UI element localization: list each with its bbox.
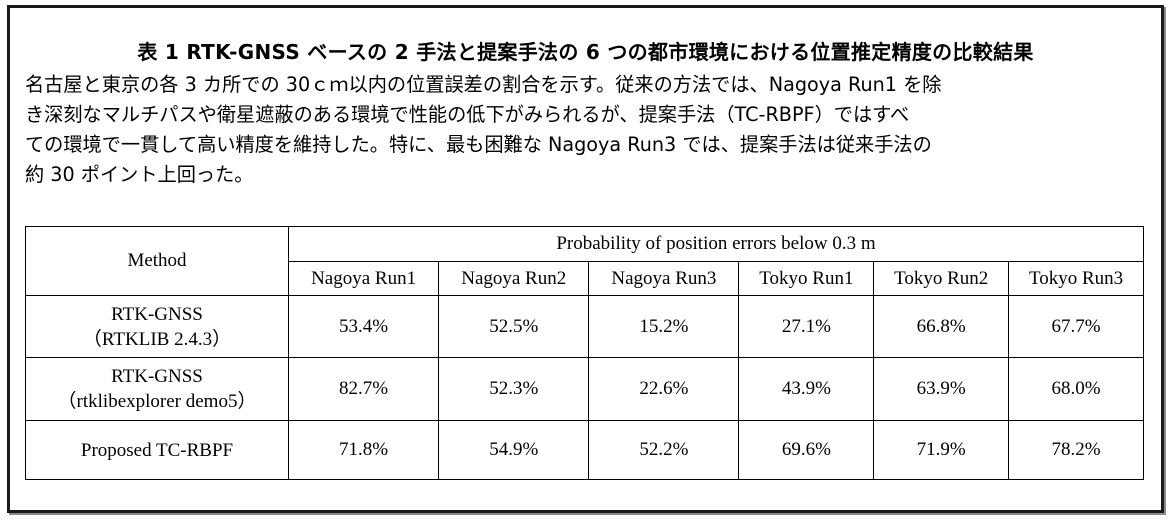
method-name: Proposed TC-RBPF bbox=[80, 439, 234, 461]
method-cell: RTK-GNSS （RTKLIB 2.4.3） bbox=[25, 295, 289, 358]
caption-line: 約 30 ポイント上回った。 bbox=[25, 163, 254, 186]
column-header-nagoya-run2: Nagoya Run2 bbox=[438, 261, 590, 296]
method-variant: （RTKLIB 2.4.3） bbox=[82, 328, 232, 350]
value-cell: 52.5% bbox=[438, 295, 590, 358]
caption-line: ての環境で一貫して高い精度を維持した。特に、最も困難な Nagoya Run3 … bbox=[25, 133, 932, 156]
column-header-tokyo-run1: Tokyo Run1 bbox=[738, 261, 875, 296]
probability-group-header: Probability of position errors below 0.3… bbox=[288, 226, 1144, 262]
results-table: Method Probability of position errors be… bbox=[25, 226, 1144, 480]
column-header-tokyo-run3: Tokyo Run3 bbox=[1008, 261, 1144, 296]
column-header-nagoya-run3: Nagoya Run3 bbox=[588, 261, 740, 296]
table-caption-text: 名古屋と東京の各 3 カ所での 30ｃｍ以内の位置誤差の割合を示す。従来の方法で… bbox=[25, 70, 1150, 190]
method-cell: RTK-GNSS （rtklibexplorer demo5） bbox=[25, 357, 289, 421]
value-cell: 52.2% bbox=[588, 420, 740, 480]
table-row: RTK-GNSS （rtklibexplorer demo5） 82.7% 52… bbox=[25, 357, 1144, 421]
value-cell: 54.9% bbox=[438, 420, 590, 480]
method-variant: （rtklibexplorer demo5） bbox=[57, 391, 257, 412]
value-cell: 63.9% bbox=[873, 357, 1010, 421]
value-cell: 15.2% bbox=[588, 295, 740, 358]
table-header-row: Method Probability of position errors be… bbox=[25, 226, 1144, 296]
method-cell: Proposed TC-RBPF bbox=[25, 420, 289, 480]
value-cell: 43.9% bbox=[738, 357, 875, 421]
method-name: RTK-GNSS bbox=[111, 303, 203, 325]
method-column-header: Method bbox=[25, 226, 289, 296]
value-cell: 69.6% bbox=[738, 420, 875, 480]
value-cell: 68.0% bbox=[1008, 357, 1144, 421]
value-cell: 22.6% bbox=[588, 357, 740, 421]
value-cell: 27.1% bbox=[738, 295, 875, 358]
caption-line: 名古屋と東京の各 3 カ所での 30ｃｍ以内の位置誤差の割合を示す。従来の方法で… bbox=[25, 73, 942, 96]
value-cell: 71.8% bbox=[287, 420, 440, 480]
value-cell: 66.8% bbox=[873, 295, 1010, 358]
value-cell: 71.9% bbox=[873, 420, 1010, 480]
value-cell: 78.2% bbox=[1008, 420, 1144, 480]
column-header-nagoya-run1: Nagoya Run1 bbox=[287, 261, 440, 296]
table-row: RTK-GNSS （RTKLIB 2.4.3） 53.4% 52.5% 15.2… bbox=[25, 295, 1144, 358]
value-cell: 52.3% bbox=[438, 357, 590, 421]
table-row: Proposed TC-RBPF 71.8% 54.9% 52.2% 69.6%… bbox=[25, 420, 1144, 480]
column-header-tokyo-run2: Tokyo Run2 bbox=[873, 261, 1010, 296]
table-caption-title: 表 1 RTK-GNSS ベースの 2 手法と提案手法の 6 つの都市環境におけ… bbox=[137, 40, 1034, 64]
caption-line: き深刻なマルチパスや衛星遮蔽のある環境で性能の低下がみられるが、提案手法（TC-… bbox=[25, 103, 910, 126]
document-frame: 表 1 RTK-GNSS ベースの 2 手法と提案手法の 6 つの都市環境におけ… bbox=[7, 5, 1164, 513]
value-cell: 67.7% bbox=[1008, 295, 1144, 358]
value-cell: 53.4% bbox=[287, 295, 440, 358]
method-name: RTK-GNSS bbox=[111, 366, 203, 387]
table-subheader-row: Nagoya Run1 Nagoya Run2 Nagoya Run3 Toky… bbox=[26, 261, 1144, 296]
value-cell: 82.7% bbox=[287, 357, 440, 421]
